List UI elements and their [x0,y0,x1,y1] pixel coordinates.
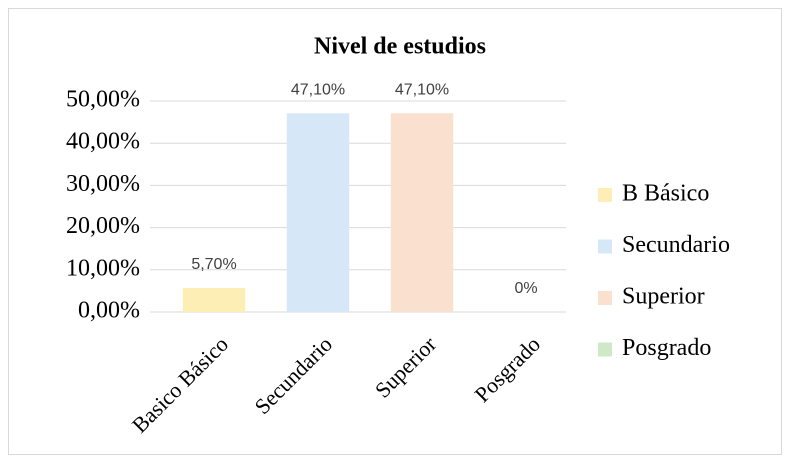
legend-label: Posgrado [622,335,711,361]
legend-swatch [598,239,612,254]
y-tick-label: 40,00% [66,129,140,155]
y-tick-label: 10,00% [66,255,140,281]
value-label: 47,10% [395,81,449,98]
legend-swatch [598,188,612,202]
value-label: 0% [514,280,537,297]
legend-label: Superior [622,284,705,310]
value-label: 5,70% [191,256,236,273]
legend-swatch [598,342,612,357]
y-tick-label: 50,00% [66,87,140,113]
y-tick-label: 30,00% [66,171,140,197]
y-tick-label: 20,00% [66,213,140,239]
value-label: 47,10% [291,81,345,98]
legend-swatch [598,291,612,305]
bar [286,113,350,312]
chart-title: Nivel de estudios [314,34,486,60]
legend-label: B Básico [622,181,709,207]
legend-label: Secundario [622,232,730,258]
bar [390,113,454,312]
bar [182,287,246,312]
y-tick-label: 0,00% [78,298,140,324]
